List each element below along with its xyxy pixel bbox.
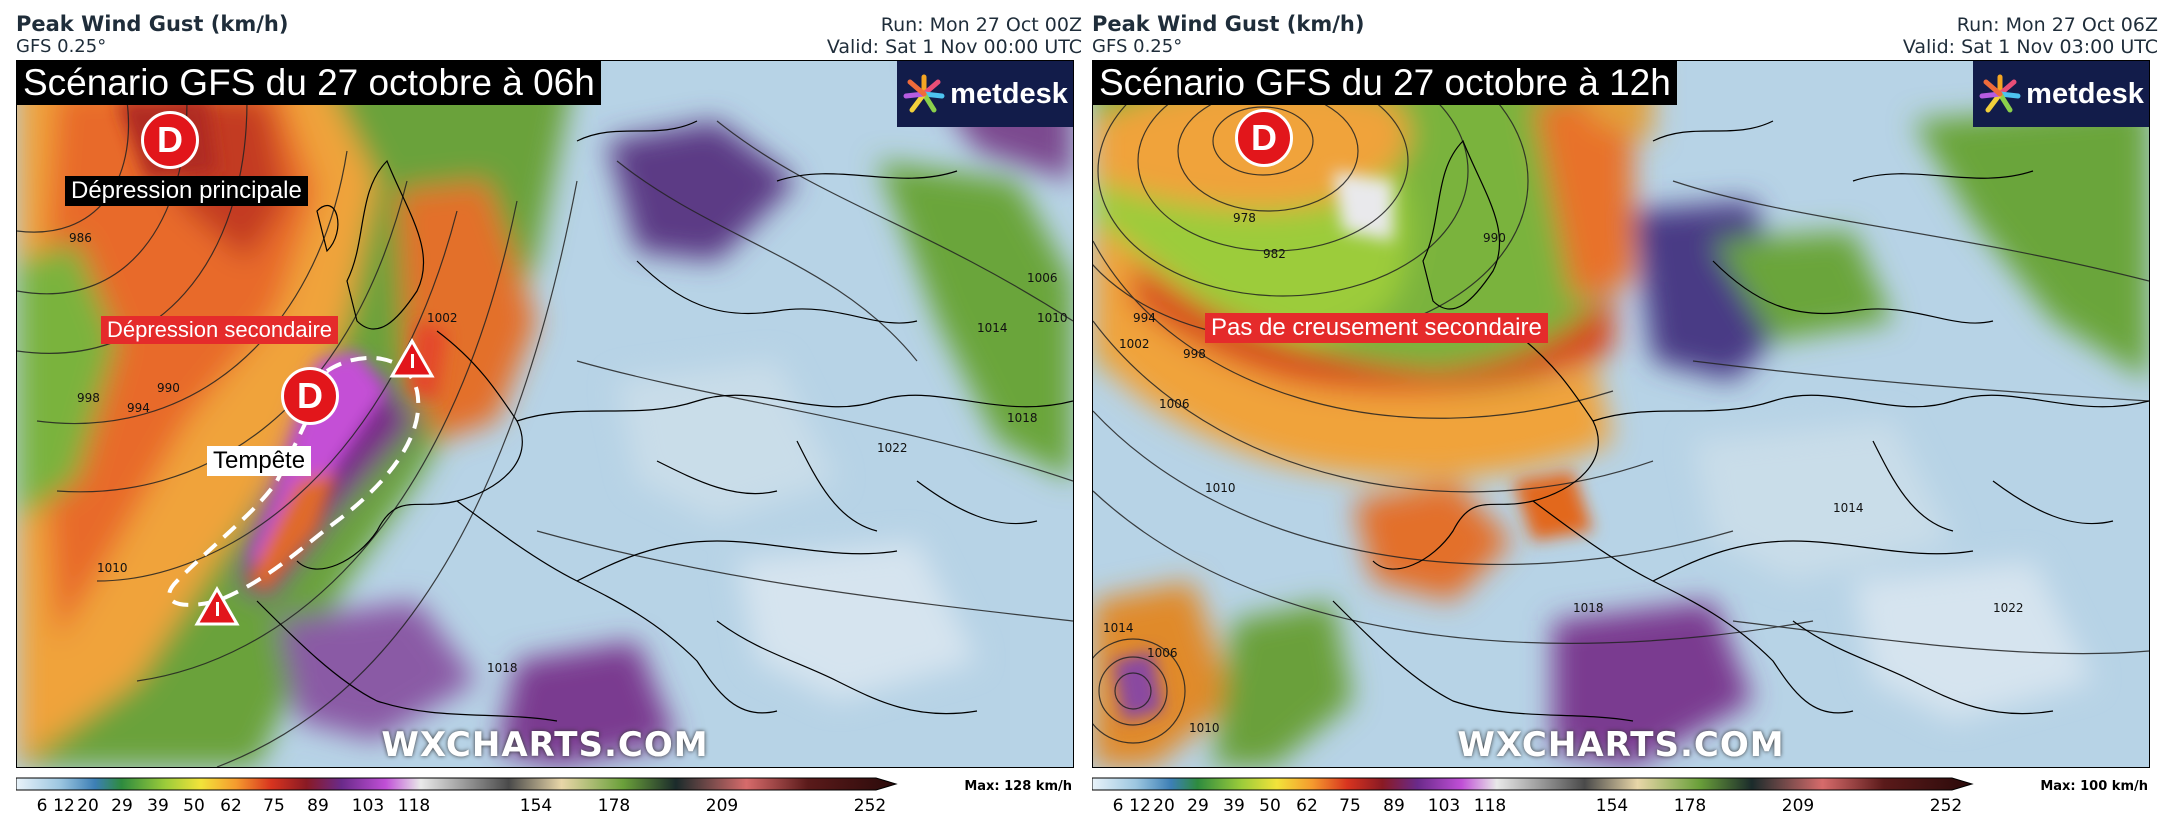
colorbar-tick: 89 <box>307 796 329 816</box>
colorbar-tick: 12 <box>1129 796 1151 816</box>
colorbar-ticks: 6 12 20 29 39 50 62 75 89 103 118 154 17… <box>1092 796 1992 820</box>
colorbar-tick: 20 <box>77 796 99 816</box>
isobar-label: 1018 <box>1007 411 1038 425</box>
colorbar-tick: 252 <box>1929 796 1963 816</box>
isobar-label: 1006 <box>1027 271 1058 285</box>
colorbar-tick: 89 <box>1383 796 1405 816</box>
isobar-label: 990 <box>157 381 180 395</box>
isobar-label: 1010 <box>1205 481 1236 495</box>
colorbar-tick: 39 <box>147 796 169 816</box>
valid-label: Valid: Sat 1 Nov 00:00 UTC <box>826 36 1082 58</box>
main-low-label: Dépression principale <box>65 176 308 206</box>
colorbar-tick: 29 <box>111 796 133 816</box>
watermark: WXCHARTS.COM <box>1457 725 1785 765</box>
wind-gust-map: 986 990 994 998 1002 1006 1010 1014 1018… <box>16 60 1074 768</box>
low-pressure-marker: D <box>281 367 339 425</box>
colorbar-tick: 39 <box>1223 796 1245 816</box>
isobar-label: 1006 <box>1159 397 1190 411</box>
isobar-label: 982 <box>1263 247 1286 261</box>
colorbar-tick: 178 <box>1673 796 1707 816</box>
isobar-label: 998 <box>1183 347 1206 361</box>
isobar-label: 1014 <box>1833 501 1864 515</box>
metdesk-burst-icon <box>1979 74 2021 113</box>
colorbar-tick: 209 <box>705 796 739 816</box>
colorbar-tick: 252 <box>853 796 887 816</box>
isobar-label: 994 <box>1133 311 1156 325</box>
wind-field <box>17 61 1073 767</box>
wind-field <box>1093 61 2149 767</box>
storm-label: Tempête <box>207 446 312 476</box>
isobar-label: 998 <box>77 391 100 405</box>
isobar-label: 1014 <box>977 321 1008 335</box>
map-panel-1: Peak Wind Gust (km/h) GFS 0.25° Run: Mon… <box>16 0 1082 834</box>
valid-label: Valid: Sat 1 Nov 03:00 UTC <box>1902 36 2158 58</box>
isobar-label: 1010 <box>1037 311 1068 325</box>
colorbar-tick: 103 <box>1427 796 1461 816</box>
map-panel-2: Peak Wind Gust (km/h) GFS 0.25° Run: Mon… <box>1092 0 2158 834</box>
isobar-label: 994 <box>127 401 150 415</box>
no-deepening-label: Pas de creusement secondaire <box>1205 313 1548 343</box>
max-value-label: Max: 100 km/h <box>2040 779 2148 794</box>
colorbar-tick: 50 <box>1259 796 1281 816</box>
wind-gust-map: 978 982 990 994 998 1002 1006 1010 1014 … <box>1092 60 2150 768</box>
colorbar-tick: 154 <box>1595 796 1629 816</box>
metdesk-logo: metdesk <box>1973 61 2149 127</box>
colorbar-tick: 75 <box>1339 796 1361 816</box>
isobar-label: 1002 <box>1119 337 1150 351</box>
isobar-label: 1014 <box>1103 621 1134 635</box>
colorbar-tick: 118 <box>397 796 431 816</box>
colorbar-tick: 75 <box>263 796 285 816</box>
colorbar-tick: 29 <box>1187 796 1209 816</box>
metdesk-burst-icon <box>903 74 945 113</box>
colorbar-tick: 209 <box>1781 796 1815 816</box>
isobar-label: 1022 <box>877 441 908 455</box>
isobar-label: 1006 <box>1147 646 1178 660</box>
colorbar-tick: 20 <box>1153 796 1175 816</box>
isobar-label: 1018 <box>487 661 518 675</box>
colorbar-tick: 178 <box>597 796 631 816</box>
scenario-title: Scénario GFS du 27 octobre à 06h <box>17 61 601 105</box>
low-pressure-marker: D <box>141 111 199 169</box>
colorbar-tick: 6 <box>1112 796 1124 816</box>
chart-title: Peak Wind Gust (km/h) <box>16 12 289 36</box>
colorbar-tick: 62 <box>1296 796 1318 816</box>
isobar-label: 986 <box>69 231 92 245</box>
colorbar-ticks: 6 12 20 29 39 50 62 75 89 103 118 154 17… <box>16 796 916 820</box>
colorbar <box>1092 777 1974 791</box>
colorbar-tick: 154 <box>519 796 553 816</box>
secondary-low-label: Dépression secondaire <box>101 316 339 344</box>
isobar-label: 1002 <box>427 311 458 325</box>
colorbar-tick: 12 <box>53 796 75 816</box>
logo-text: metdesk <box>2026 77 2144 110</box>
model-label: GFS 0.25° <box>16 36 107 57</box>
max-value-label: Max: 128 km/h <box>964 779 1072 794</box>
run-label: Run: Mon 27 Oct 00Z <box>880 14 1082 36</box>
isobar-label: 990 <box>1483 231 1506 245</box>
colorbar-tick: 62 <box>220 796 242 816</box>
isobar-label: 1010 <box>1189 721 1220 735</box>
colorbar-tick: 6 <box>36 796 48 816</box>
isobar-label: 1018 <box>1573 601 1604 615</box>
isobar-label: 978 <box>1233 211 1256 225</box>
logo-text: metdesk <box>950 77 1068 110</box>
isobar-label: 1010 <box>97 561 128 575</box>
watermark: WXCHARTS.COM <box>381 725 709 765</box>
isobar-label: 1022 <box>1993 601 2024 615</box>
scenario-title: Scénario GFS du 27 octobre à 12h <box>1093 61 1677 105</box>
low-pressure-marker: D <box>1235 109 1293 167</box>
run-label: Run: Mon 27 Oct 06Z <box>1956 14 2158 36</box>
colorbar-tick: 103 <box>351 796 385 816</box>
colorbar-tick: 118 <box>1473 796 1507 816</box>
colorbar <box>16 777 898 791</box>
metdesk-logo: metdesk <box>897 61 1073 127</box>
model-label: GFS 0.25° <box>1092 36 1183 57</box>
chart-title: Peak Wind Gust (km/h) <box>1092 12 1365 36</box>
colorbar-tick: 50 <box>183 796 205 816</box>
